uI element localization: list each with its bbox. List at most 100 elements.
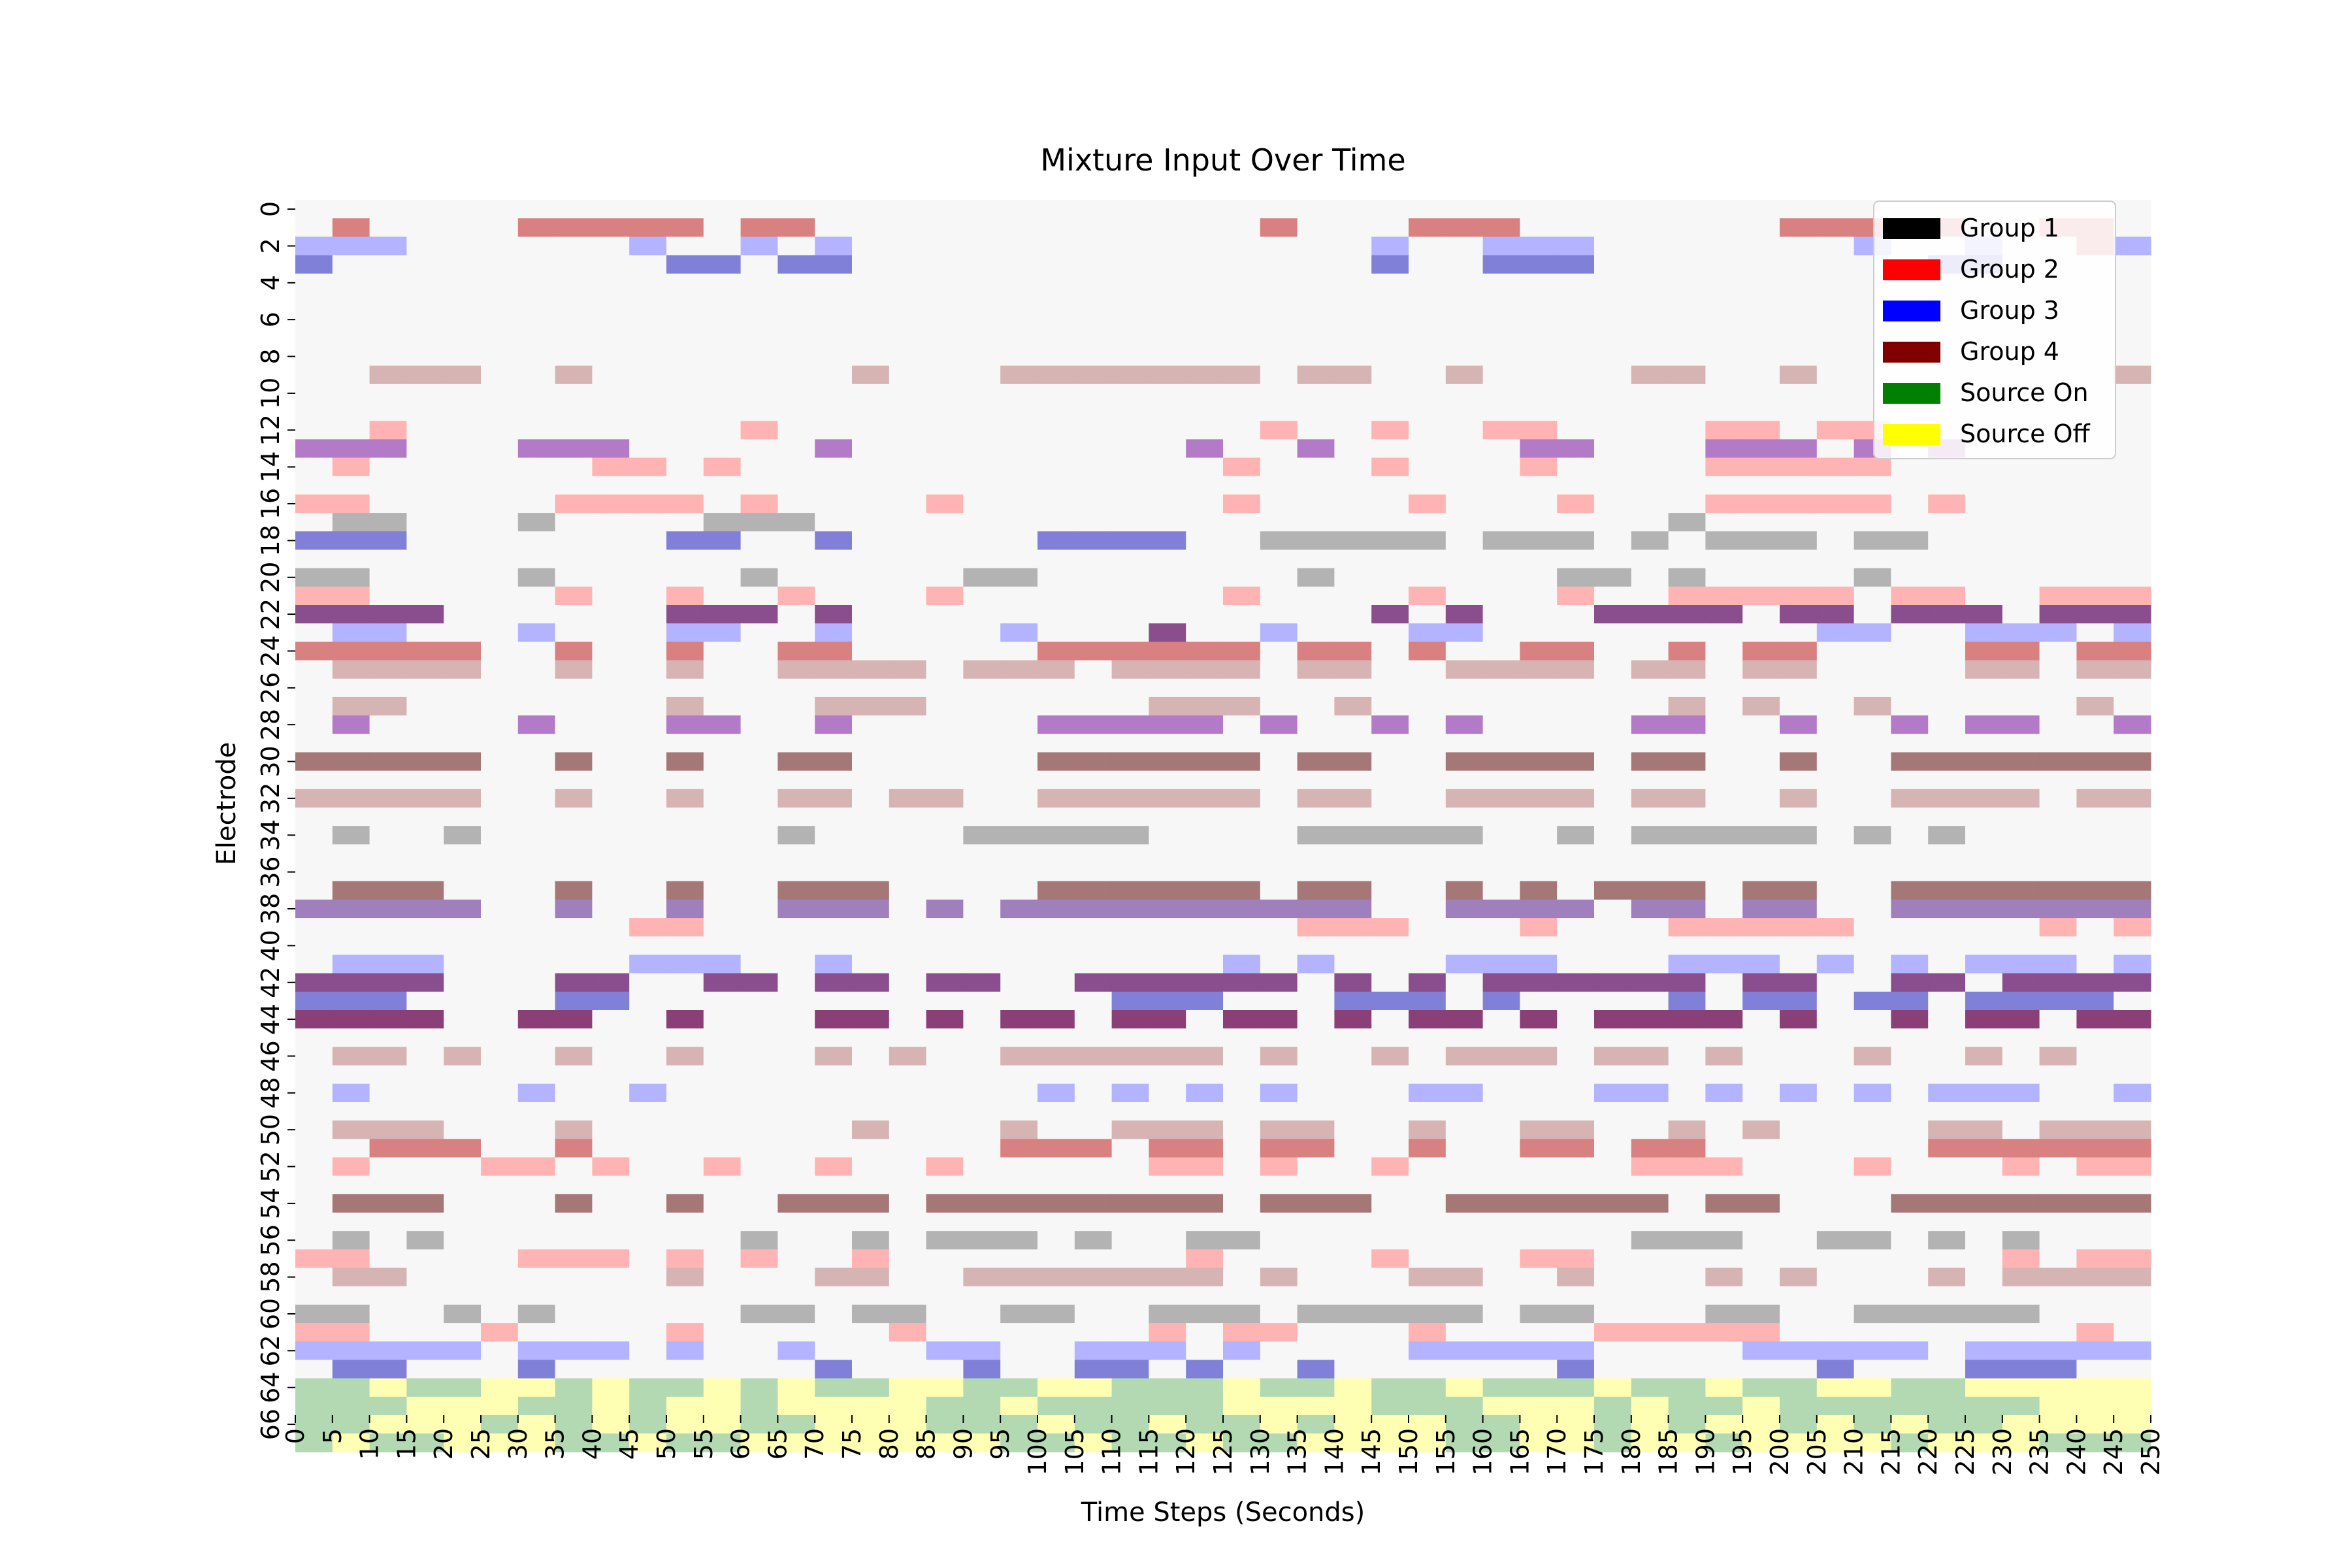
heatmap-cell xyxy=(592,1120,630,1139)
heatmap-cell xyxy=(369,310,407,329)
heatmap-cell xyxy=(777,1065,815,1085)
heatmap-cell xyxy=(1000,1213,1038,1232)
heatmap-cell xyxy=(889,1286,927,1305)
heatmap-cell xyxy=(1260,660,1298,679)
heatmap-cell xyxy=(703,899,742,919)
heatmap-cell xyxy=(1482,770,1520,790)
heatmap-cell xyxy=(1409,1010,1446,1029)
heatmap-cell xyxy=(517,1120,556,1139)
heatmap-cell xyxy=(1334,1231,1372,1250)
heatmap-cell xyxy=(1260,1010,1298,1029)
heatmap-cell xyxy=(1705,973,1743,992)
heatmap-cell xyxy=(777,826,815,845)
heatmap-cell xyxy=(1557,1378,1595,1397)
heatmap-cell xyxy=(963,531,1001,551)
heatmap-cell xyxy=(1371,421,1409,440)
heatmap-cell xyxy=(295,734,333,753)
heatmap-cell xyxy=(444,273,482,293)
y-tick-label: 8 xyxy=(256,348,285,364)
heatmap-cell xyxy=(1037,1028,1075,1047)
heatmap-cell xyxy=(1891,1175,1929,1195)
heatmap-cell xyxy=(629,218,667,237)
heatmap-cell xyxy=(1705,1047,1743,1066)
heatmap-cell xyxy=(1816,973,1855,992)
heatmap-cell xyxy=(815,402,853,421)
heatmap-cell xyxy=(740,808,778,826)
heatmap-cell xyxy=(592,310,630,329)
heatmap-cell xyxy=(1928,1139,1966,1158)
heatmap-cell xyxy=(406,881,444,900)
heatmap-cell xyxy=(1520,365,1558,385)
heatmap-cell xyxy=(555,936,593,956)
heatmap-cell xyxy=(1482,808,1520,826)
heatmap-cell xyxy=(2076,918,2114,937)
heatmap-cell xyxy=(1111,476,1149,495)
heatmap-cell xyxy=(703,991,742,1011)
heatmap-cell xyxy=(629,770,667,790)
heatmap-cell xyxy=(481,1360,519,1379)
heatmap-cell xyxy=(481,347,519,367)
heatmap-cell xyxy=(889,1194,927,1213)
heatmap-cell xyxy=(1371,1120,1409,1139)
heatmap-cell xyxy=(1037,218,1075,237)
heatmap-cell xyxy=(926,568,964,587)
heatmap-cell xyxy=(666,568,704,587)
heatmap-cell xyxy=(1297,310,1335,329)
heatmap-cell xyxy=(2076,715,2114,734)
heatmap-cell xyxy=(332,531,370,551)
heatmap-cell xyxy=(406,421,444,440)
heatmap-cell xyxy=(740,531,778,551)
heatmap-cell xyxy=(1371,494,1409,514)
heatmap-cell xyxy=(1631,568,1669,587)
heatmap-cell xyxy=(740,660,778,679)
heatmap-cell xyxy=(740,1157,778,1177)
x-tick-label: 195 xyxy=(1728,1428,1757,1476)
y-tick-label: 66 xyxy=(256,1409,285,1440)
heatmap-cell xyxy=(406,1065,444,1085)
heatmap-cell xyxy=(2039,734,2077,753)
heatmap-cell xyxy=(666,1231,704,1250)
heatmap-cell xyxy=(1965,899,2003,919)
heatmap-cell xyxy=(2076,1267,2114,1287)
heatmap-cell xyxy=(1631,660,1669,679)
heatmap-cell xyxy=(555,513,593,532)
heatmap-cell xyxy=(815,237,853,256)
heatmap-cell xyxy=(963,1323,1001,1342)
heatmap-cell xyxy=(1557,844,1595,864)
heatmap-cell xyxy=(1149,237,1186,256)
heatmap-cell xyxy=(1371,237,1409,256)
heatmap-cell xyxy=(1111,421,1149,440)
heatmap-cell xyxy=(1260,918,1298,937)
heatmap-cell xyxy=(889,586,927,606)
heatmap-cell xyxy=(1037,1267,1075,1287)
y-tick-label: 20 xyxy=(256,562,285,593)
heatmap-cell xyxy=(517,549,556,569)
heatmap-cell xyxy=(666,696,704,716)
heatmap-cell xyxy=(1854,789,1891,808)
heatmap-cell xyxy=(815,568,853,587)
heatmap-cell xyxy=(1742,457,1780,477)
heatmap-cell xyxy=(1965,476,2003,495)
heatmap-cell xyxy=(1928,1304,1966,1324)
heatmap-cell xyxy=(963,1028,1001,1047)
heatmap-cell xyxy=(1594,881,1632,900)
heatmap-cell xyxy=(592,918,630,937)
heatmap-cell xyxy=(1223,1083,1261,1103)
heatmap-cell xyxy=(1445,549,1484,569)
heatmap-cell xyxy=(2002,881,2040,900)
heatmap-cell xyxy=(1371,476,1409,495)
heatmap-cell xyxy=(889,1396,927,1416)
heatmap-cell xyxy=(2039,494,2077,514)
heatmap-cell xyxy=(1334,218,1372,237)
heatmap-cell xyxy=(1371,862,1409,882)
heatmap-cell xyxy=(1742,1083,1780,1103)
heatmap-cell xyxy=(332,1120,370,1139)
heatmap-cell xyxy=(629,1102,667,1121)
heatmap-cell xyxy=(815,1194,853,1213)
heatmap-cell xyxy=(926,918,964,937)
heatmap-cell xyxy=(517,568,556,587)
heatmap-cell xyxy=(444,770,482,790)
x-tick-label: 130 xyxy=(1246,1428,1275,1476)
heatmap-cell xyxy=(740,918,778,937)
heatmap-cell xyxy=(1371,1286,1409,1305)
